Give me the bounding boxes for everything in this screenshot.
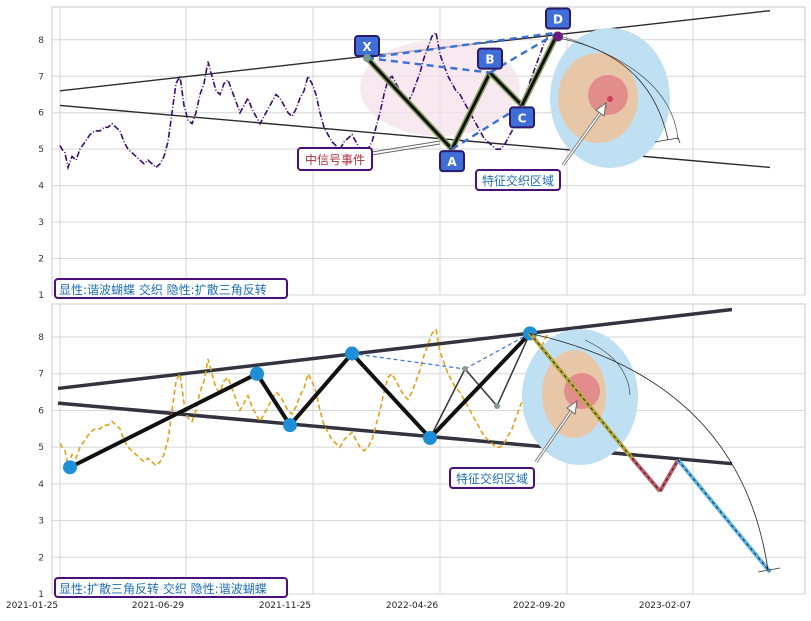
y-tick-label: 4	[38, 182, 44, 192]
zone-pointer-inner	[535, 403, 577, 463]
zone-pointer-inner	[562, 104, 607, 166]
pattern-node-label: X	[362, 40, 372, 54]
pattern-caption-box	[54, 278, 288, 299]
zone-arrowhead	[595, 101, 607, 117]
price-series	[59, 328, 549, 469]
projection-leg-dash	[677, 459, 771, 573]
arc-end	[757, 567, 781, 573]
pattern-node-label: B	[485, 53, 494, 67]
x-tick-label: 2022-04-26	[386, 601, 439, 611]
arc-end	[654, 137, 681, 144]
pattern-leg	[520, 31, 560, 107]
arc-curve	[557, 37, 669, 141]
zone-arrowhead	[566, 399, 578, 415]
pattern-leg	[450, 71, 492, 150]
pattern-node-D	[545, 7, 571, 30]
harmonic-dash	[351, 352, 466, 370]
feature-zone-inner	[564, 373, 600, 409]
y-tick-label: 7	[38, 370, 44, 380]
channel-line	[57, 307, 733, 391]
x-tick-label: 2023-02-07	[639, 601, 691, 611]
pattern-leg	[488, 71, 524, 107]
pattern-node-label: D	[553, 13, 563, 27]
y-tick-label: 5	[38, 443, 44, 453]
x-tick-label: 2022-09-20	[513, 601, 566, 611]
pivot-line	[69, 331, 532, 470]
channel-line	[57, 401, 733, 466]
pattern-node-X-dot	[363, 54, 371, 63]
y-tick-label: 6	[38, 109, 44, 119]
signal-pointer	[371, 140, 441, 153]
pattern-caption-box	[54, 577, 288, 598]
pattern-node-label: A	[447, 155, 457, 169]
signal-label: 中信号事件	[305, 152, 365, 167]
y-tick-label: 2	[38, 553, 44, 563]
pattern-node-A	[439, 150, 465, 173]
pattern-dash	[366, 31, 559, 60]
y-tick-label: 5	[38, 145, 44, 155]
pivot-point	[63, 460, 77, 475]
channel-line	[59, 104, 771, 169]
y-tick-label: 4	[38, 480, 44, 490]
arc-curve-small	[584, 339, 631, 396]
zone-label: 特征交织区域	[456, 471, 528, 486]
pattern-dash	[451, 104, 523, 151]
pattern-caption: 显性:扩散三角反转 交织 隐性:谐波蝴蝶	[59, 581, 267, 596]
x-tick-label: 2021-06-29	[132, 601, 185, 611]
x-tick-label: 2021-11-25	[259, 601, 311, 611]
pivot-point	[250, 366, 264, 381]
projection-leg-dash	[659, 459, 679, 492]
pattern-node-D-dot	[553, 31, 563, 42]
zone-label-box	[449, 467, 535, 489]
pattern-node-B	[477, 47, 503, 70]
arc-curve	[559, 35, 679, 141]
pattern-caption: 显性:谐波蝴蝶 交织 隐性:扩散三角反转	[59, 282, 267, 297]
pattern-node-label: C	[518, 111, 527, 125]
y-tick-label: 3	[38, 218, 44, 228]
y-tick-label: 3	[38, 517, 44, 527]
y-tick-label: 1	[38, 291, 44, 301]
harmonic-dot	[494, 403, 500, 409]
signal-pointer	[371, 143, 441, 156]
y-tick-label: 7	[38, 72, 44, 82]
feature-zone-center	[607, 96, 613, 102]
zone-label: 特征交织区域	[482, 173, 554, 188]
feature-zone-inner	[588, 75, 628, 115]
x-tick-label: 2021-01-25	[6, 601, 58, 611]
plot-area	[51, 303, 806, 595]
harmonic-dot	[462, 366, 468, 372]
signal-label-box	[297, 147, 373, 171]
pivot-point	[283, 418, 297, 433]
y-tick-label: 8	[38, 333, 44, 343]
y-tick-label: 6	[38, 406, 44, 416]
pivot-point	[345, 346, 359, 361]
pattern-node-C	[509, 106, 535, 129]
pattern-dash	[366, 56, 491, 74]
projection-leg-dash	[529, 333, 633, 459]
pivot-point	[423, 430, 437, 445]
pattern-leg	[365, 57, 454, 151]
arc-curve	[529, 332, 769, 571]
zone-label-box	[475, 169, 561, 191]
price-series	[59, 30, 549, 171]
y-tick-label: 2	[38, 255, 44, 265]
y-tick-label: 1	[38, 590, 44, 600]
chart-panel-2: 1 2 3 4 5 6 7 8	[38, 303, 806, 600]
y-tick-label: 8	[38, 36, 44, 46]
projection-leg-dash	[631, 457, 661, 492]
harmonic-dash	[464, 332, 531, 370]
